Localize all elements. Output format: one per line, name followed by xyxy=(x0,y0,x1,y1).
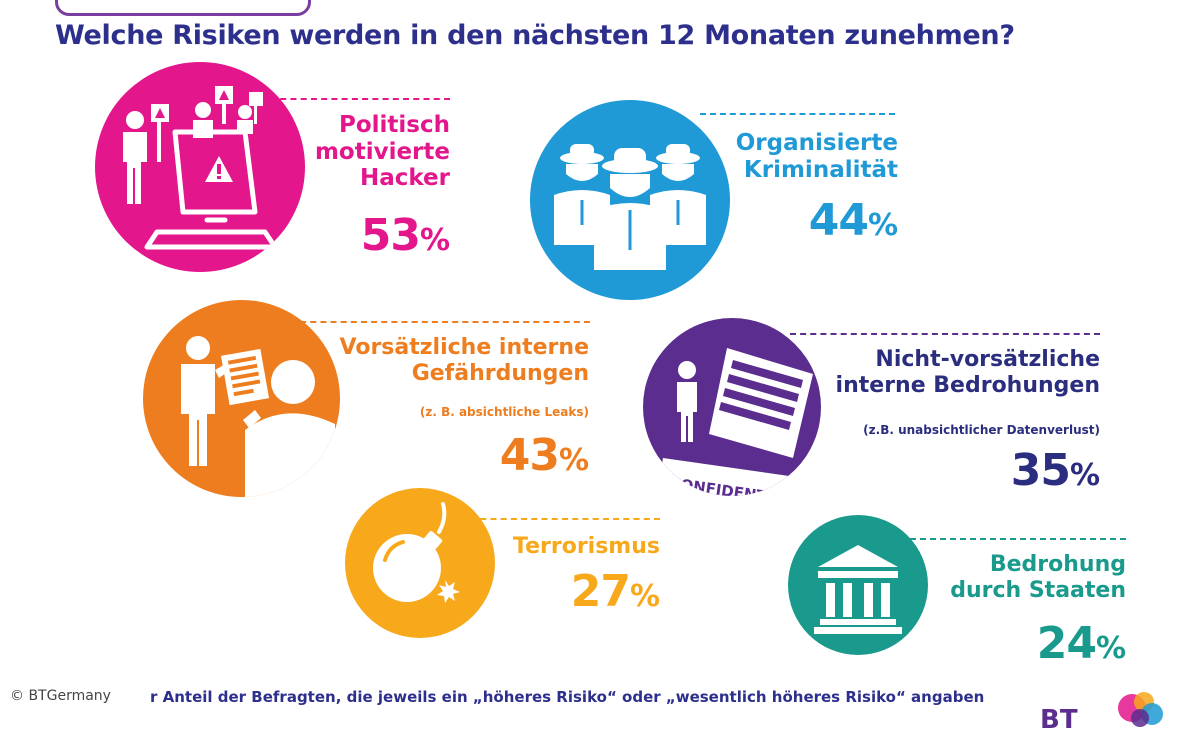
states-label: Bedrohung durch Staaten xyxy=(950,552,1126,603)
insider-leak-icon xyxy=(143,300,340,497)
bt-logo: BT xyxy=(1040,690,1170,734)
data-loss-divider xyxy=(790,333,1100,335)
insider-leak-divider xyxy=(290,321,590,323)
hacker-icon xyxy=(95,62,305,272)
government-building-icon xyxy=(788,515,928,655)
page-title: Welche Risiken werden in den nächsten 12… xyxy=(55,20,1015,51)
insider-leak-label: Vorsätzliche interne Gefährdungen xyxy=(339,335,590,386)
survey-footnote: r Anteil der Befragten, die jeweils ein … xyxy=(150,688,985,706)
insider-leak-note: (z. B. absichtliche Leaks) xyxy=(419,405,589,419)
hacker-percentage: 53% xyxy=(360,210,450,261)
bomb-icon xyxy=(345,488,495,638)
criminals-icon xyxy=(530,100,730,300)
insider-leak-percentage: 43% xyxy=(499,430,589,481)
data-loss-percentage: 35% xyxy=(1010,445,1100,496)
data-loss-label: Nicht-vorsätzliche interne Bedrohungen xyxy=(835,347,1100,398)
copyright-notice: © BTGermany xyxy=(10,688,111,704)
terror-label: Terrorismus xyxy=(513,534,660,559)
hacker-label: Politisch motivierte Hacker xyxy=(314,112,450,192)
criminals-divider xyxy=(700,113,895,115)
terror-divider xyxy=(470,518,660,520)
states-divider xyxy=(900,538,1126,540)
terror-percentage: 27% xyxy=(570,566,660,617)
bt-logo-text: BT xyxy=(1040,705,1078,730)
data-loss-icon: CONFIDENTI xyxy=(643,318,821,496)
hacker-divider xyxy=(270,98,450,100)
header-tab-decoration xyxy=(55,0,311,16)
data-loss-note: (z.B. unabsichtlicher Datenverlust) xyxy=(863,423,1100,437)
criminals-percentage: 44% xyxy=(808,195,898,246)
states-percentage: 24% xyxy=(1036,618,1126,669)
criminals-label: Organisierte Kriminalität xyxy=(735,130,898,183)
